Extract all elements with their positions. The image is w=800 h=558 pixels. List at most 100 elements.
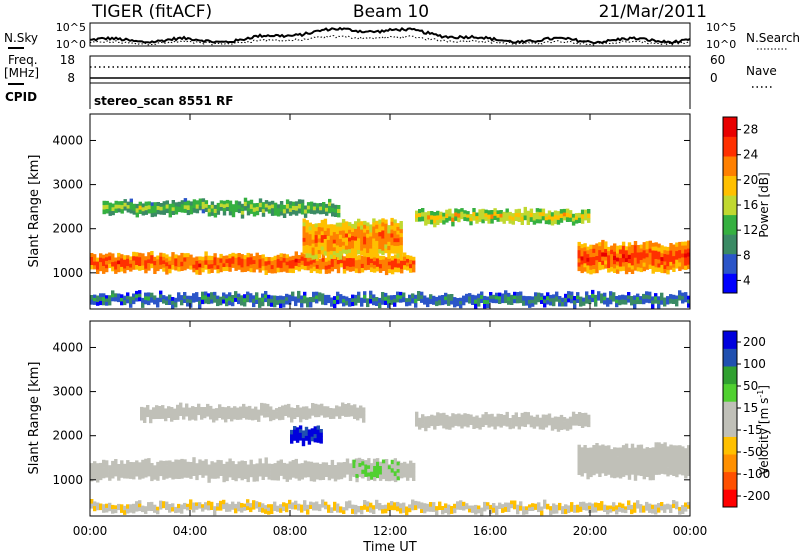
cell bbox=[687, 505, 691, 509]
cell bbox=[639, 248, 644, 253]
cell bbox=[660, 264, 664, 270]
cell bbox=[195, 467, 199, 472]
cell bbox=[544, 418, 549, 424]
cell bbox=[577, 250, 581, 255]
cell bbox=[114, 208, 118, 213]
cell bbox=[246, 204, 251, 209]
cell bbox=[586, 250, 590, 255]
cell bbox=[219, 267, 223, 273]
cell bbox=[323, 251, 328, 256]
cell bbox=[439, 211, 443, 216]
cell bbox=[600, 505, 604, 511]
cell bbox=[333, 303, 337, 309]
cell bbox=[336, 475, 341, 480]
cell bbox=[606, 505, 610, 511]
cell bbox=[627, 459, 632, 465]
cell bbox=[592, 265, 596, 270]
cell bbox=[333, 473, 338, 478]
cell bbox=[589, 447, 593, 453]
cell bbox=[189, 201, 194, 206]
cell bbox=[210, 505, 214, 510]
cell bbox=[159, 294, 163, 299]
cell bbox=[213, 265, 217, 270]
cell bbox=[275, 411, 279, 416]
cell bbox=[403, 469, 407, 474]
cell bbox=[466, 214, 470, 219]
cell bbox=[598, 468, 602, 474]
cell bbox=[595, 264, 599, 269]
cell bbox=[442, 216, 446, 221]
cell bbox=[159, 471, 163, 477]
cell bbox=[180, 300, 184, 306]
cell bbox=[168, 260, 172, 266]
cell bbox=[255, 296, 259, 301]
cell bbox=[412, 268, 416, 273]
cell bbox=[489, 504, 493, 510]
cell bbox=[313, 426, 317, 431]
cell bbox=[390, 269, 395, 275]
cell bbox=[267, 260, 271, 266]
cell bbox=[574, 213, 579, 217]
cell bbox=[303, 473, 308, 478]
cell bbox=[423, 295, 427, 301]
cell bbox=[126, 299, 130, 304]
cell bbox=[96, 295, 100, 300]
cell bbox=[616, 245, 620, 251]
cell bbox=[344, 245, 349, 250]
cell bbox=[481, 215, 485, 220]
cell bbox=[288, 211, 293, 216]
cell bbox=[155, 405, 159, 411]
cell bbox=[252, 472, 256, 478]
cell bbox=[144, 210, 148, 215]
cell bbox=[584, 216, 588, 221]
cell bbox=[272, 414, 276, 421]
cell bbox=[487, 422, 491, 428]
cell bbox=[642, 254, 646, 259]
cell bbox=[400, 256, 404, 262]
cell bbox=[195, 292, 199, 298]
cell bbox=[421, 418, 425, 424]
cell bbox=[180, 295, 184, 301]
cell bbox=[153, 205, 157, 210]
cell bbox=[309, 260, 314, 265]
cell bbox=[636, 460, 641, 465]
cell bbox=[648, 299, 652, 304]
cell bbox=[624, 451, 629, 456]
cell bbox=[636, 248, 641, 253]
cell bbox=[342, 462, 347, 467]
cell bbox=[669, 261, 673, 267]
cell bbox=[273, 264, 277, 269]
cell bbox=[654, 450, 658, 455]
cell bbox=[338, 410, 342, 415]
cell bbox=[348, 302, 352, 307]
cell bbox=[204, 204, 209, 209]
cell bbox=[264, 509, 268, 514]
cell bbox=[293, 415, 297, 419]
cell bbox=[192, 468, 196, 473]
cell bbox=[369, 290, 373, 296]
cell bbox=[684, 456, 688, 462]
cell bbox=[240, 207, 245, 212]
cell bbox=[228, 473, 232, 478]
cell bbox=[336, 466, 341, 472]
cell bbox=[316, 438, 320, 443]
cell bbox=[228, 504, 232, 509]
cell bbox=[309, 465, 314, 470]
cell bbox=[648, 252, 652, 258]
cell bbox=[323, 218, 328, 224]
cell bbox=[462, 505, 466, 511]
cell bbox=[387, 254, 391, 259]
cell bbox=[306, 209, 311, 214]
cell bbox=[323, 235, 328, 240]
cell bbox=[90, 261, 94, 266]
cell bbox=[604, 245, 608, 250]
cell bbox=[305, 410, 309, 416]
cell bbox=[396, 298, 400, 303]
cell bbox=[327, 465, 332, 470]
cell bbox=[307, 440, 312, 445]
cell bbox=[556, 416, 561, 421]
cell bbox=[186, 264, 190, 269]
cell bbox=[409, 264, 413, 269]
cell bbox=[102, 262, 106, 267]
